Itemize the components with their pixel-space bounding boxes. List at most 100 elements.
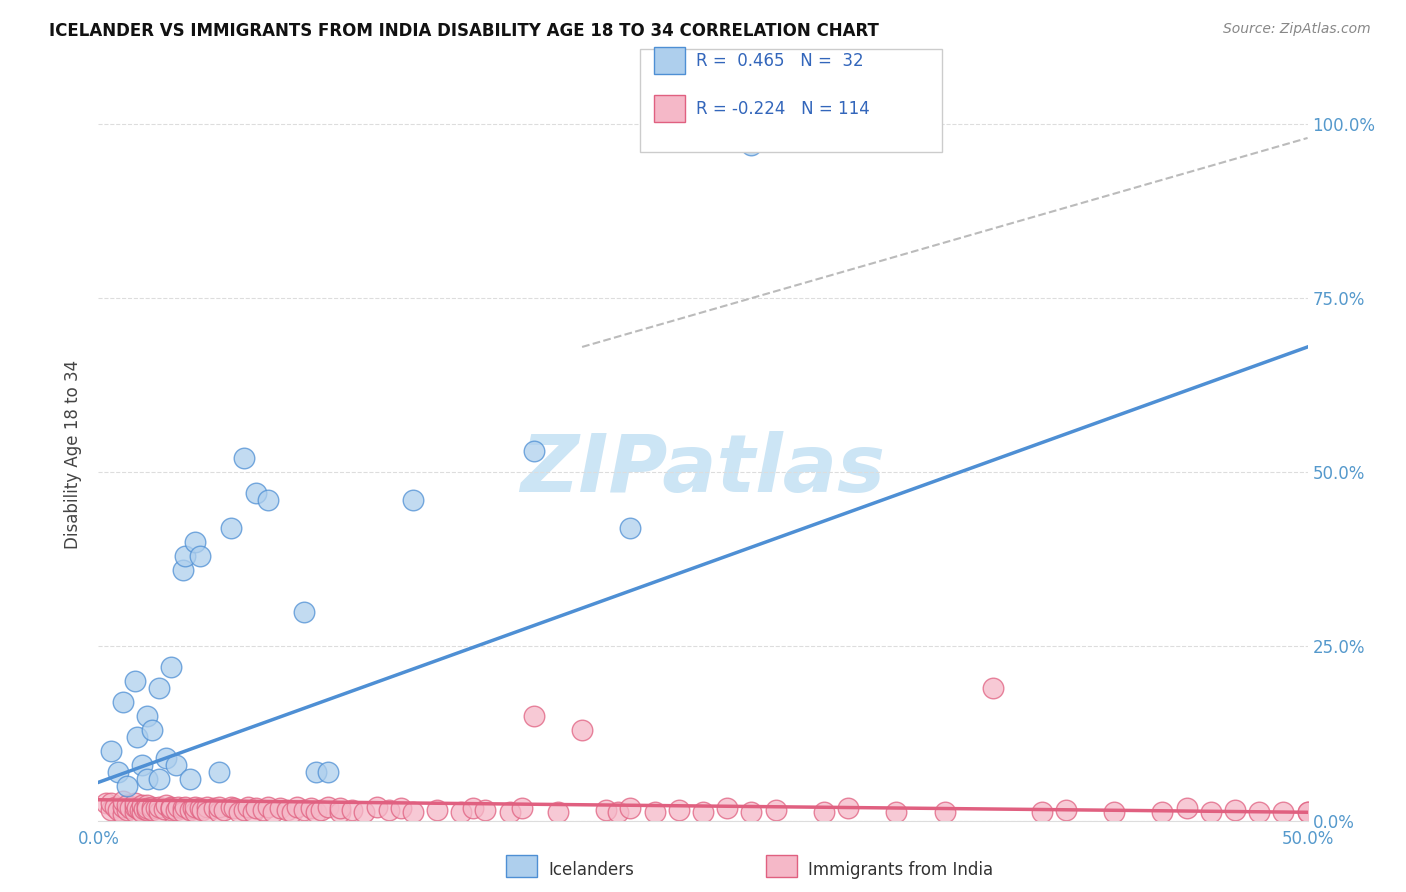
- Point: [256, 799, 278, 814]
- Point: [221, 521, 243, 535]
- Point: [547, 805, 569, 820]
- Point: [111, 799, 134, 814]
- Point: [107, 803, 129, 817]
- Point: [292, 605, 315, 619]
- Point: [450, 805, 472, 820]
- Point: [148, 681, 170, 696]
- Point: [134, 802, 156, 816]
- Point: [269, 801, 291, 815]
- Point: [595, 803, 617, 817]
- Point: [135, 801, 157, 815]
- Point: [160, 660, 183, 674]
- Point: [181, 801, 204, 815]
- Point: [160, 799, 183, 814]
- Point: [167, 799, 190, 814]
- Point: [1249, 805, 1271, 820]
- Point: [316, 799, 339, 814]
- Point: [208, 805, 231, 820]
- Point: [124, 805, 146, 820]
- Point: [305, 764, 328, 779]
- Point: [104, 799, 127, 814]
- Point: [208, 764, 231, 779]
- Point: [172, 563, 194, 577]
- Point: [179, 772, 201, 786]
- Point: [245, 486, 267, 500]
- Point: [765, 803, 787, 817]
- Point: [619, 521, 641, 535]
- Point: [184, 799, 207, 814]
- Point: [195, 805, 218, 820]
- Point: [299, 801, 322, 815]
- Point: [262, 805, 284, 820]
- Point: [292, 803, 315, 817]
- Point: [1199, 805, 1222, 820]
- Point: [145, 801, 167, 815]
- Point: [305, 805, 328, 820]
- Text: Source: ZipAtlas.com: Source: ZipAtlas.com: [1223, 22, 1371, 37]
- Point: [1152, 805, 1174, 820]
- Point: [1296, 805, 1319, 820]
- Point: [212, 803, 235, 817]
- Point: [152, 803, 174, 817]
- Point: [1223, 803, 1246, 817]
- Point: [148, 772, 170, 786]
- Text: ZIPatlas: ZIPatlas: [520, 431, 886, 508]
- Point: [148, 799, 170, 814]
- Point: [285, 799, 308, 814]
- Point: [463, 801, 485, 815]
- Point: [174, 799, 197, 814]
- Point: [256, 493, 278, 508]
- Point: [111, 806, 134, 821]
- Point: [172, 805, 194, 820]
- Point: [135, 798, 157, 813]
- Point: [131, 805, 153, 820]
- Point: [131, 798, 153, 813]
- Point: [135, 709, 157, 723]
- Point: [316, 764, 339, 779]
- Point: [127, 801, 149, 815]
- Point: [474, 803, 496, 817]
- Y-axis label: Disability Age 18 to 34: Disability Age 18 to 34: [65, 360, 83, 549]
- Point: [510, 801, 533, 815]
- Point: [228, 805, 250, 820]
- Point: [276, 803, 298, 817]
- Point: [232, 451, 254, 466]
- Point: [740, 805, 762, 820]
- Point: [107, 764, 129, 779]
- Point: [221, 799, 243, 814]
- Point: [523, 444, 546, 458]
- Point: [668, 803, 690, 817]
- Point: [124, 796, 146, 810]
- Point: [245, 801, 267, 815]
- Point: [100, 803, 122, 817]
- Text: R = -0.224   N = 114: R = -0.224 N = 114: [696, 100, 870, 118]
- Point: [232, 803, 254, 817]
- Point: [179, 803, 201, 817]
- Point: [141, 799, 163, 814]
- Point: [135, 772, 157, 786]
- Point: [389, 801, 412, 815]
- Point: [195, 799, 218, 814]
- Point: [402, 805, 425, 820]
- Text: R =  0.465   N =  32: R = 0.465 N = 32: [696, 52, 863, 70]
- Point: [131, 758, 153, 772]
- Text: Immigrants from India: Immigrants from India: [808, 861, 994, 879]
- Point: [128, 803, 150, 817]
- Point: [498, 805, 520, 820]
- Point: [523, 709, 546, 723]
- Point: [208, 799, 231, 814]
- Point: [118, 801, 141, 815]
- Text: ICELANDER VS IMMIGRANTS FROM INDIA DISABILITY AGE 18 TO 34 CORRELATION CHART: ICELANDER VS IMMIGRANTS FROM INDIA DISAB…: [49, 22, 879, 40]
- Point: [402, 493, 425, 508]
- Point: [353, 805, 375, 820]
- Point: [981, 681, 1004, 696]
- Point: [692, 805, 714, 820]
- Point: [94, 796, 117, 810]
- Point: [174, 549, 197, 563]
- Point: [1054, 803, 1077, 817]
- Point: [165, 758, 187, 772]
- Point: [160, 803, 183, 817]
- Point: [837, 801, 859, 815]
- Point: [155, 798, 177, 813]
- Point: [619, 801, 641, 815]
